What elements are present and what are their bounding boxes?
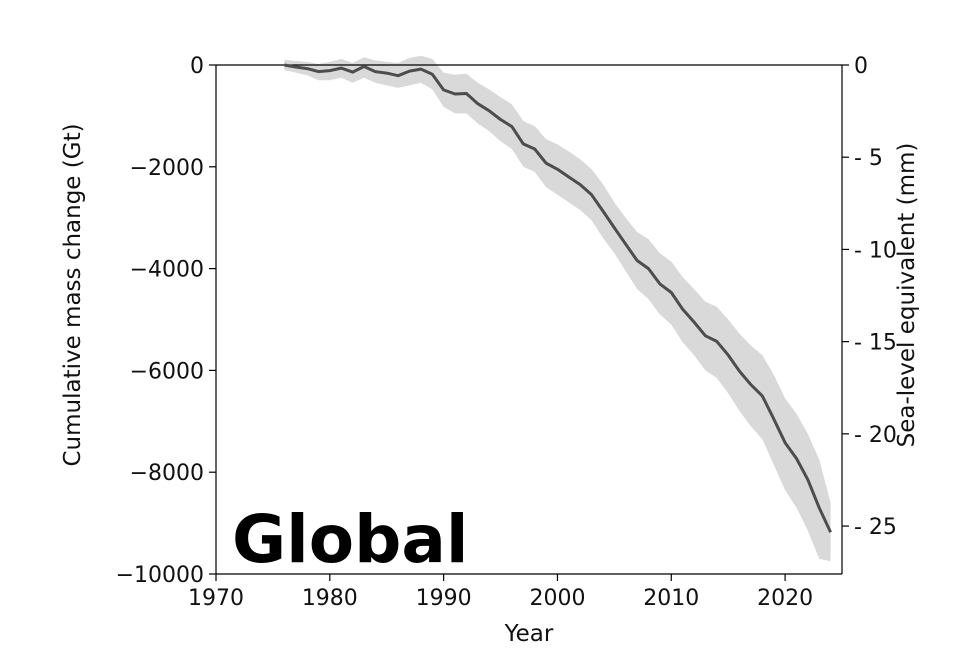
x-axis-label: Year — [504, 621, 554, 647]
y-tick-label: −2000 — [130, 156, 204, 181]
x-tick-label: 2000 — [529, 586, 585, 611]
series-line — [284, 63, 832, 533]
y-axis-label: Cumulative mass change (Gt) — [60, 123, 86, 466]
y-left-ticks: 0 −2000 −4000 −6000 −8000 −10000 — [116, 54, 216, 588]
y2-tick-label: - 25 — [854, 515, 897, 540]
y2-tick-label: - 10 — [854, 238, 897, 263]
x-tick-label: 1990 — [416, 586, 472, 611]
series-line-layer — [284, 63, 832, 533]
chart-title: Global — [232, 501, 469, 578]
y2-tick-label: - 5 — [854, 146, 883, 171]
y2-axis-label: Sea-level equivalent (mm) — [894, 143, 920, 448]
y-tick-label: 0 — [190, 54, 204, 79]
y-right-ticks: 0 - 5 - 10 - 15 - 20 - 25 — [842, 54, 897, 540]
y-tick-label: −10000 — [116, 563, 204, 588]
y-tick-label: −4000 — [130, 258, 204, 283]
x-tick-label: 2020 — [757, 586, 813, 611]
y2-tick-label: 0 — [854, 54, 868, 79]
x-tick-label: 2010 — [643, 586, 699, 611]
uncertainty-band-layer — [284, 55, 831, 562]
x-tick-label: 1980 — [302, 586, 358, 611]
y2-tick-label: - 15 — [854, 331, 897, 356]
x-ticks: 1970 1980 1990 2000 2010 2020 — [188, 574, 813, 611]
y-tick-label: −8000 — [130, 461, 204, 486]
y2-tick-label: - 20 — [854, 423, 897, 448]
y-tick-label: −6000 — [130, 359, 204, 384]
uncertainty-band — [284, 55, 831, 562]
x-tick-label: 1970 — [188, 586, 244, 611]
